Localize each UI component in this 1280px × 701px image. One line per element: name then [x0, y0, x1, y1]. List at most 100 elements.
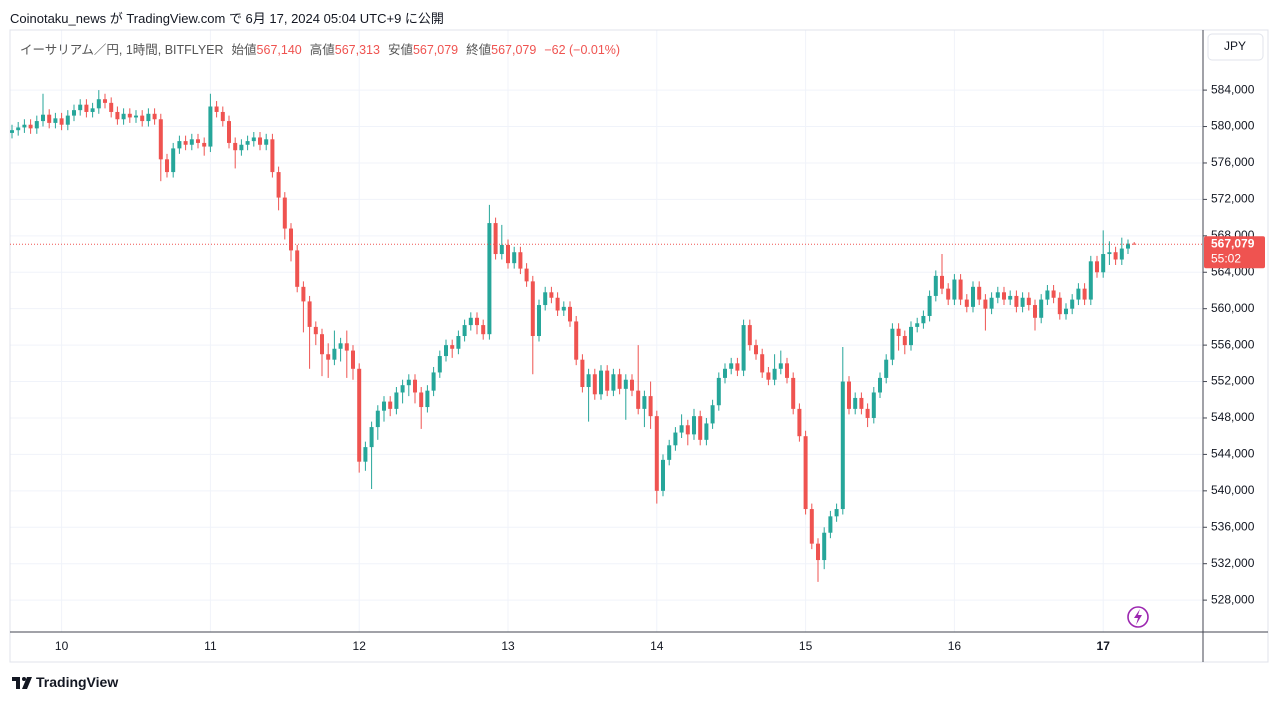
lightning-icon[interactable]: [1127, 606, 1149, 628]
candle-body: [933, 275, 938, 296]
candle-body: [425, 390, 430, 408]
candle-body: [444, 345, 448, 357]
x-tick-label: 12: [353, 639, 367, 653]
candle-body: [592, 374, 597, 395]
candle-body: [983, 299, 988, 309]
candle-body: [871, 392, 876, 418]
candle-body: [22, 124, 27, 128]
y-tick-label: 544,000: [1211, 447, 1255, 461]
candle-body: [53, 118, 58, 123]
ohlc-value: 567,140: [256, 43, 302, 57]
candle-body: [549, 292, 554, 298]
candle-body: [574, 321, 579, 360]
candle-body: [599, 370, 603, 395]
candle-body: [958, 279, 963, 300]
candle-body: [623, 379, 628, 389]
x-tick-label: 10: [55, 639, 69, 653]
x-tick-label: 17: [1097, 639, 1111, 653]
tv-logo: [12, 677, 32, 689]
candle-body: [735, 363, 740, 371]
candle-body: [741, 325, 746, 371]
candle-body: [301, 286, 306, 302]
candle-body: [47, 114, 52, 123]
ohlc-label: 終値: [466, 43, 492, 57]
candle-body: [400, 385, 405, 393]
candle-body: [264, 139, 269, 145]
y-tick-label: 552,000: [1211, 374, 1255, 388]
candle-body: [530, 281, 535, 337]
candle-body: [450, 345, 455, 349]
candle-body: [344, 343, 349, 351]
candle-body: [65, 115, 70, 125]
candle-body: [1076, 288, 1081, 300]
symbol-label: イーサリアム／円, 1時間, BITFLYER: [20, 43, 224, 57]
candle-body: [1119, 248, 1124, 260]
x-tick-label: 16: [948, 639, 962, 653]
ohlc-label: 安値: [387, 43, 413, 57]
candle-body: [1002, 292, 1006, 300]
candle-body: [493, 223, 498, 255]
candle-body: [96, 99, 101, 109]
candle-body: [747, 325, 752, 346]
candle-body: [413, 379, 417, 393]
candle-body: [177, 141, 182, 149]
candle-body: [313, 326, 318, 335]
candle-body: [506, 244, 510, 264]
candle-body: [568, 306, 572, 322]
candle-body: [357, 368, 362, 462]
candle-body: [363, 447, 368, 462]
candle-body: [840, 381, 845, 510]
candle-body: [1051, 290, 1056, 298]
candle-body: [878, 377, 882, 393]
candle-body: [1026, 297, 1031, 306]
candle-body: [34, 121, 39, 129]
candle-body: [512, 252, 517, 264]
ohlc-label: 始値: [231, 43, 257, 57]
candle-body: [989, 297, 994, 309]
candle-body: [499, 244, 504, 255]
candle-body: [971, 286, 975, 307]
y-tick-label: 528,000: [1211, 592, 1255, 606]
candle-body: [1132, 243, 1137, 245]
candle-body: [1008, 295, 1013, 300]
candle-body: [859, 397, 864, 409]
candle-body: [115, 111, 120, 120]
candle-body: [723, 368, 727, 378]
candle-body: [995, 292, 1000, 298]
candle-body: [1033, 305, 1037, 318]
candle-body: [785, 363, 789, 378]
y-tick-label: 548,000: [1211, 410, 1255, 424]
candle-body: [196, 139, 200, 143]
candle-body: [127, 113, 132, 118]
candle-body: [28, 124, 33, 129]
candle-body: [586, 374, 591, 388]
candle-body: [338, 343, 343, 349]
candle-body: [1082, 288, 1087, 300]
candle-body: [158, 119, 163, 160]
y-tick-label: 584,000: [1211, 82, 1255, 96]
candle-body: [41, 114, 45, 122]
candle-body: [710, 405, 715, 424]
candle-body: [270, 139, 275, 173]
candle-body: [307, 301, 312, 327]
candle-body: [332, 348, 337, 360]
candle-body: [834, 509, 839, 517]
last-price-box: [1204, 236, 1265, 269]
candle-body: [103, 99, 107, 103]
grid: [10, 30, 1203, 632]
currency-button[interactable]: [1207, 33, 1264, 61]
candle-body: [109, 102, 114, 112]
candle-body: [754, 345, 758, 355]
ohlc-value: 567,313: [334, 43, 380, 57]
candle-body: [865, 408, 870, 418]
candle-body: [351, 350, 355, 369]
candle-body: [847, 381, 851, 409]
candle-body: [698, 416, 703, 440]
candle-body: [822, 532, 827, 561]
candle-body: [692, 416, 696, 435]
y-tick-label: 572,000: [1211, 192, 1255, 206]
candle-body: [382, 401, 386, 411]
candle-body: [1039, 299, 1044, 318]
candle-body: [90, 108, 95, 112]
candle-body: [251, 137, 256, 142]
